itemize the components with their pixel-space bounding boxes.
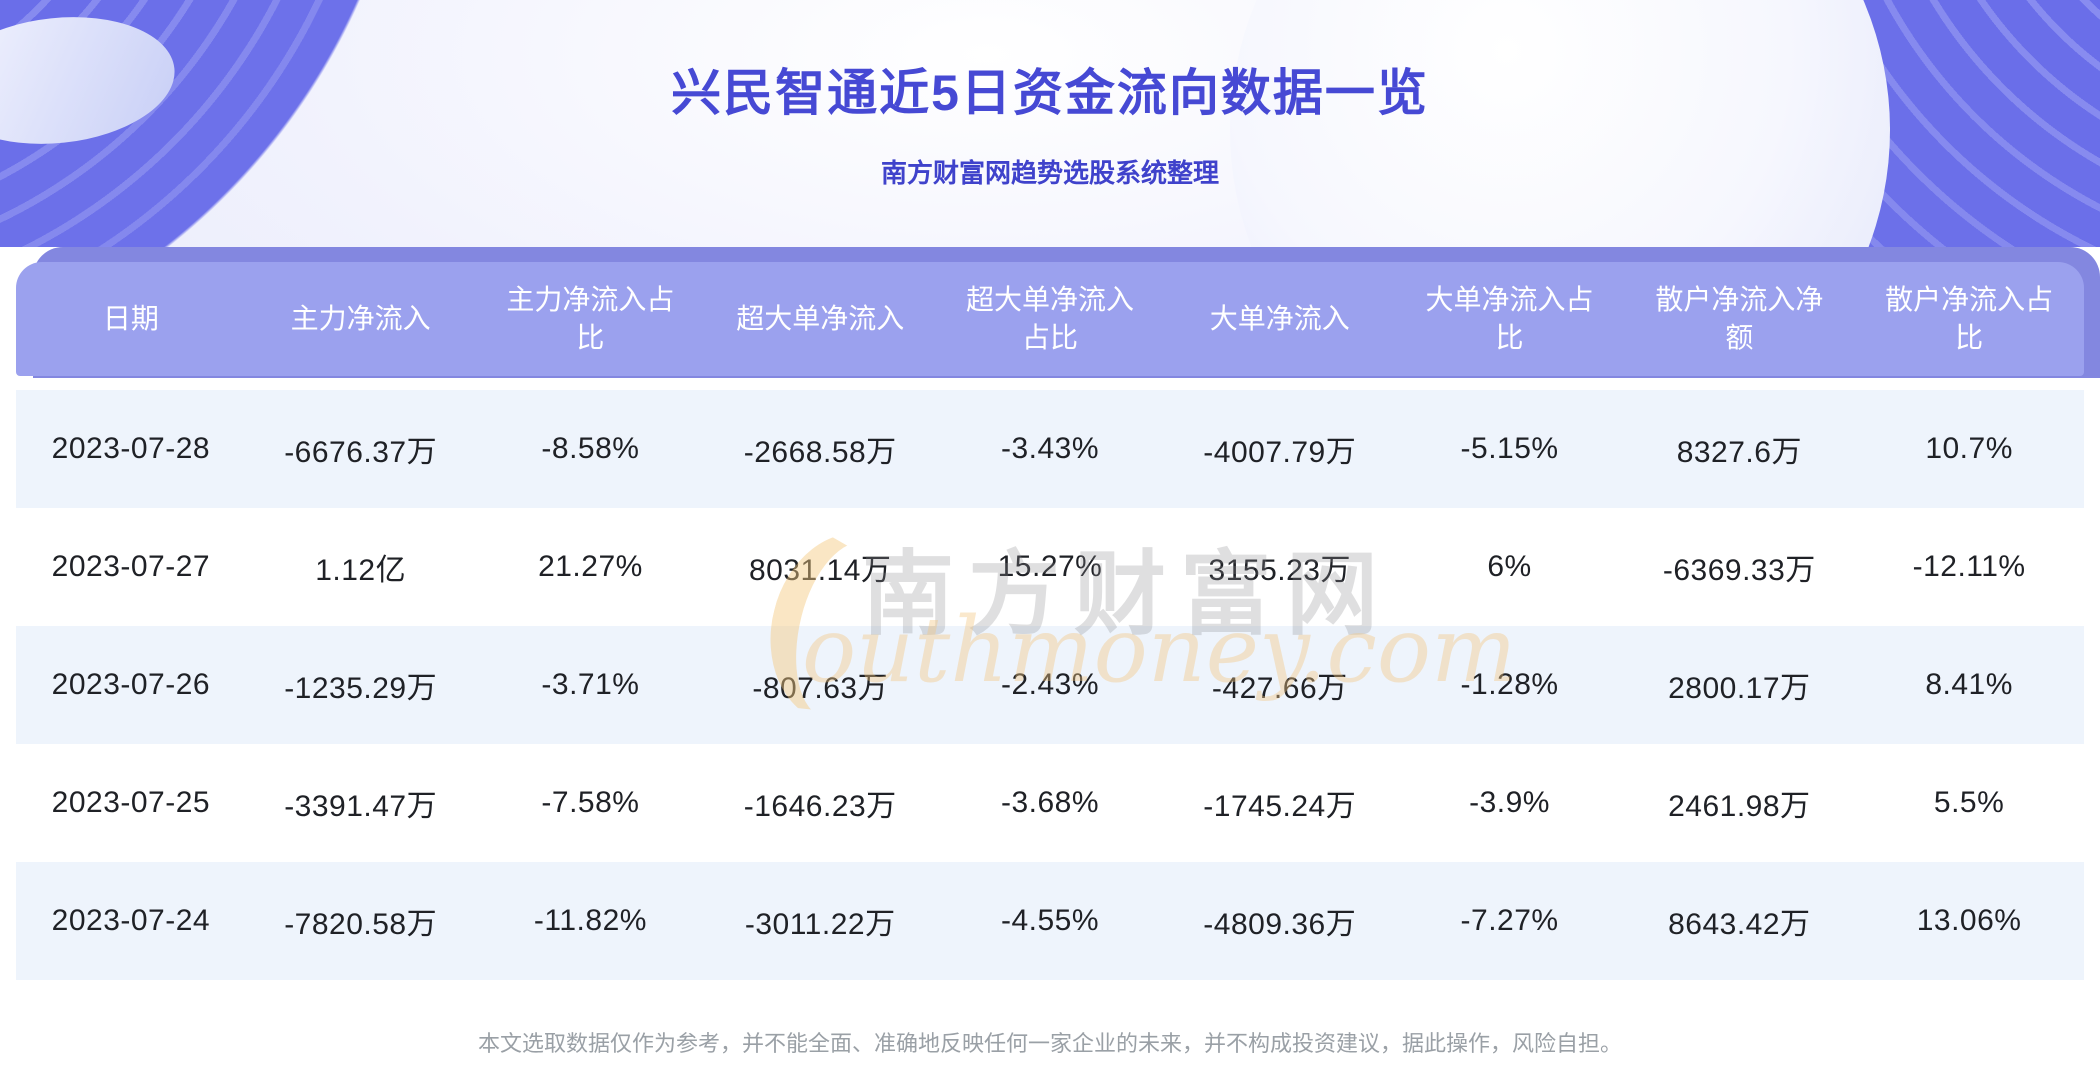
cell-date: 2023-07-28 — [51, 432, 211, 465]
cell-value: 2461.98万 — [1668, 790, 1811, 823]
cell-value: -2.43% — [1000, 668, 1100, 701]
cell-value: -3.9% — [1469, 786, 1550, 819]
cell-value: 1.12亿 — [315, 554, 407, 587]
disclaimer-text: 本文选取数据仅作为参考，并不能全面、准确地反映任何一家企业的未来，并不构成投资建… — [477, 1031, 1622, 1056]
cell-value: -7.58% — [541, 786, 640, 819]
disclaimer: 本文选取数据仅作为参考，并不能全面、准确地反映任何一家企业的未来，并不构成投资建… — [0, 1033, 2100, 1055]
column-header-8: 散户净流入占比 — [1885, 284, 2054, 353]
cell-value: 5.5% — [1933, 786, 2005, 819]
cell-value: -4007.79万 — [1203, 436, 1357, 469]
decor-light-blob — [1230, 0, 1890, 247]
table-row: 2023-07-26 -1235.29万 -3.71% -807.63万 -2.43% -… — [16, 626, 2084, 744]
cell-value: -807.63万 — [752, 672, 889, 705]
cell-value: 13.06% — [1916, 904, 2022, 937]
cell-value: -6369.33万 — [1662, 554, 1816, 587]
cell-value: -3391.47万 — [284, 790, 438, 823]
hero-text-block: 兴民智通近5日资金流向数据一览 南方财富网趋势选股系统整理 — [0, 0, 2100, 186]
cell-value: -6676.37万 — [284, 436, 438, 469]
column-header-2: 主力净流入占比 — [506, 284, 675, 353]
cell-date: 2023-07-24 — [51, 904, 211, 937]
cell-value: -1646.23万 — [743, 790, 897, 823]
page-subtitle: 南方财富网趋势选股系统整理 — [880, 158, 1219, 188]
table-row: 2023-07-27 1.12亿 21.27% 8031.14万 15.27% 3155.… — [16, 508, 2084, 626]
table-row: 2023-07-24 -7820.58万 -11.82% -3011.22万 -4.55… — [16, 862, 2084, 980]
cell-value: -2668.58万 — [743, 436, 897, 469]
cell-value: 8327.6万 — [1676, 436, 1802, 469]
column-header-3: 超大单净流入 — [736, 303, 905, 335]
cell-value: -7.27% — [1460, 904, 1559, 937]
cell-value: 8.41% — [1925, 668, 2013, 701]
cell-value: -8.58% — [541, 432, 640, 465]
cell-value: -7820.58万 — [284, 908, 438, 941]
cell-date: 2023-07-26 — [51, 668, 211, 701]
column-header-0: 日期 — [102, 303, 159, 335]
cell-value: -3.43% — [1000, 432, 1100, 465]
table-header-row: 日期 主力净流入 主力净流入占比 超大单净流入 超大单净流入占比 大单净流入 大单净流入占比… — [16, 262, 2084, 376]
column-header-7: 散户净流入净额 — [1655, 284, 1824, 353]
cell-value: 10.7% — [1925, 432, 2013, 465]
cell-value: 8643.42万 — [1668, 908, 1811, 941]
cell-date: 2023-07-25 — [51, 786, 211, 819]
cell-value: 3155.23万 — [1208, 554, 1351, 587]
cell-value: 8031.14万 — [748, 554, 892, 587]
cell-value: -1745.24万 — [1203, 790, 1357, 823]
table-row: 2023-07-25 -3391.47万 -7.58% -1646.23万 -3.68%… — [16, 744, 2084, 862]
cell-value: -5.15% — [1460, 432, 1559, 465]
page-title: 兴民智通近5日资金流向数据一览 — [671, 65, 1429, 121]
cell-value: -427.66万 — [1211, 672, 1348, 705]
cell-value: -1.28% — [1460, 668, 1559, 701]
column-header-1: 主力净流入 — [290, 303, 431, 335]
cell-value: -4809.36万 — [1203, 908, 1357, 941]
column-header-4: 超大单净流入占比 — [965, 284, 1134, 353]
column-header-6: 大单净流入占比 — [1425, 284, 1594, 353]
cell-value: 2800.17万 — [1668, 672, 1811, 705]
cell-value: -3.71% — [541, 668, 640, 701]
cell-value: -11.82% — [533, 904, 647, 937]
cell-value: -3.68% — [1000, 786, 1100, 819]
cell-date: 2023-07-27 — [51, 550, 211, 583]
cell-value: -12.11% — [1912, 550, 2026, 583]
cell-value: 6% — [1487, 550, 1532, 583]
cell-value: -1235.29万 — [284, 672, 438, 705]
table-body: 2023-07-28 -6676.37万 -8.58% -2668.58万 -3.43%… — [16, 390, 2084, 980]
table-row: 2023-07-28 -6676.37万 -8.58% -2668.58万 -3.43%… — [16, 390, 2084, 508]
cell-value: -4.55% — [1000, 904, 1100, 937]
cell-value: 15.27% — [997, 550, 1103, 583]
cell-value: 21.27% — [538, 550, 643, 583]
hero-banner: 兴民智通近5日资金流向数据一览 南方财富网趋势选股系统整理 — [0, 0, 2100, 247]
cell-value: -3011.22万 — [744, 908, 896, 941]
column-header-5: 大单净流入 — [1209, 303, 1350, 335]
